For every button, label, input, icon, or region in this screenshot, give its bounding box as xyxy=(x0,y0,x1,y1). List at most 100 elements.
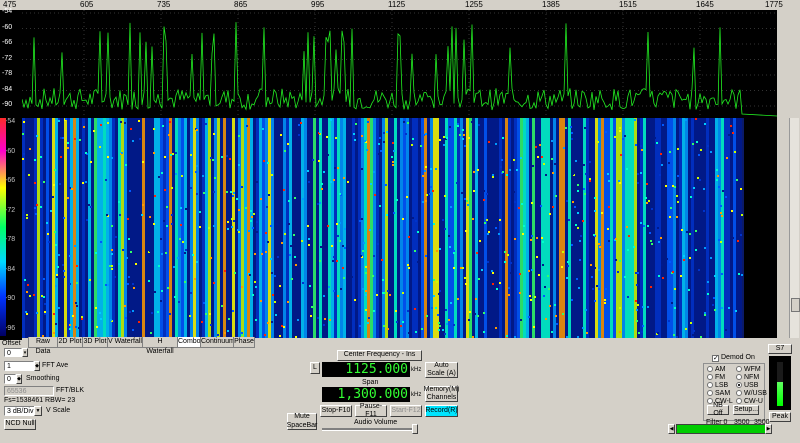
waterfall-speckle xyxy=(267,241,269,243)
waterfall-column xyxy=(418,118,421,338)
waterfall-speckle xyxy=(464,277,466,279)
waterfall-column xyxy=(535,118,538,338)
waterfall-column xyxy=(100,118,103,338)
mode-radio-cwl[interactable]: CW-L xyxy=(707,398,733,405)
s-meter-bar xyxy=(777,362,783,406)
waterfall-speckle xyxy=(34,182,36,184)
filter-left-arrow-icon[interactable]: ◀ xyxy=(668,424,675,434)
ncd-null-button[interactable]: NCD Null xyxy=(4,419,36,430)
waterfall-speckle xyxy=(280,145,282,147)
fft-ave-field[interactable]: 1 xyxy=(4,361,34,371)
setup-button[interactable]: Setup... xyxy=(733,405,759,415)
tab-v-waterfall[interactable]: V Waterfall xyxy=(107,337,143,348)
tab-h-waterfall[interactable]: H Waterfall xyxy=(142,337,178,355)
tab-phase[interactable]: Phase xyxy=(233,337,255,348)
waterfall-column xyxy=(184,118,187,338)
waterfall-column xyxy=(565,118,568,338)
tab-combo[interactable]: Combo xyxy=(177,337,201,348)
filter-right-arrow-icon[interactable]: ▶ xyxy=(765,424,772,434)
waterfall-speckle xyxy=(184,281,186,283)
waterfall-speckle xyxy=(25,311,27,313)
waterfall-speckle xyxy=(414,308,416,310)
waterfall-speckle xyxy=(58,254,60,256)
waterfall-speckle xyxy=(510,262,512,264)
tab-3d-plot[interactable]: 3D Plot xyxy=(82,337,108,348)
mode-radio-cwu[interactable]: CW-U xyxy=(736,398,763,405)
waterfall-speckle xyxy=(544,286,546,288)
waterfall-speckle xyxy=(562,313,564,315)
record-button[interactable]: Record(R) xyxy=(425,405,458,417)
waterfall-speckle xyxy=(365,266,367,268)
center-frequency-display[interactable]: 1125.000 xyxy=(322,362,410,377)
tab-2d-plot[interactable]: 2D Plot xyxy=(57,337,83,348)
waterfall-speckle xyxy=(555,315,557,317)
waterfall-speckle xyxy=(444,195,446,197)
audio-volume-track[interactable] xyxy=(322,428,418,431)
waterfall-column xyxy=(643,118,646,338)
mode-radio-am[interactable]: AM xyxy=(707,366,726,373)
radio-dot-icon xyxy=(707,398,713,404)
filter-bandwidth-bar[interactable] xyxy=(676,424,766,434)
waterfall-column xyxy=(43,118,46,338)
demod-on-checkbox[interactable]: ✓ Demod On xyxy=(712,354,755,362)
spectrum-plot[interactable] xyxy=(22,10,777,118)
tab-raw-data[interactable]: Raw Data xyxy=(28,337,58,355)
scrollbar-thumb[interactable] xyxy=(791,298,800,312)
waterfall-speckle xyxy=(293,234,295,236)
waterfall-speckle xyxy=(453,252,455,254)
mode-radio-wusb[interactable]: W/USB xyxy=(736,390,767,397)
tab-continuum[interactable]: Continuum xyxy=(200,337,235,348)
stop-button[interactable]: Stop-F10 xyxy=(320,405,352,417)
mode-radio-lsb[interactable]: LSB xyxy=(707,382,728,389)
waterfall-speckle xyxy=(692,334,694,336)
nb-off-button[interactable]: NB Off xyxy=(707,402,729,417)
waterfall-column xyxy=(205,118,208,338)
fft-blk-field[interactable]: 65536 xyxy=(4,386,54,396)
waterfall-speckle xyxy=(498,233,500,235)
waterfall-column xyxy=(475,118,478,338)
waterfall-display[interactable] xyxy=(22,118,777,338)
auto-scale-button[interactable]: Auto Scale (A) xyxy=(425,362,458,378)
mode-radio-wfm[interactable]: WFM xyxy=(736,366,761,373)
waterfall-column xyxy=(436,118,439,338)
pause-button[interactable]: Pause-F11 xyxy=(355,403,387,418)
center-frequency-button[interactable]: Center Frequency - Ins xyxy=(337,350,422,361)
smoothing-spin-icon[interactable]: ◆ xyxy=(16,374,22,384)
offset-spin-icon[interactable]: ▾ xyxy=(22,348,28,357)
waterfall-speckle xyxy=(624,276,626,278)
waterfall-speckle xyxy=(721,307,723,309)
waterfall-speckle xyxy=(361,218,363,220)
spectrum-trace-svg xyxy=(22,10,777,118)
waterfall-speckle xyxy=(185,208,187,210)
waterfall-speckle xyxy=(251,216,253,218)
start-button[interactable]: Start-F12 xyxy=(390,405,422,417)
waterfall-column xyxy=(241,118,244,338)
memory-channels-button[interactable]: Memory(M) Channels xyxy=(424,386,459,402)
mode-radio-fm[interactable]: FM xyxy=(707,374,725,381)
audio-volume-knob[interactable] xyxy=(412,424,418,434)
waterfall-speckle xyxy=(330,119,332,121)
offset-field[interactable]: 0 xyxy=(4,348,22,357)
waterfall-scrollbar[interactable] xyxy=(789,118,800,338)
smoothing-field[interactable]: 0 xyxy=(4,374,16,384)
waterfall-speckle xyxy=(337,235,339,237)
waterfall-speckle xyxy=(58,118,60,120)
mode-radio-sam[interactable]: SAM xyxy=(707,390,730,397)
l-button[interactable]: L xyxy=(310,362,320,374)
vscale-dropdown-icon[interactable]: ▼ xyxy=(34,406,42,416)
waterfall-column xyxy=(58,118,61,338)
waterfall-speckle xyxy=(234,272,236,274)
waterfall-speckle xyxy=(340,288,342,290)
waterfall-column xyxy=(433,118,436,338)
peak-button[interactable]: Peak xyxy=(769,412,791,422)
waterfall-speckle xyxy=(332,260,334,262)
waterfall-speckle xyxy=(647,225,649,227)
waterfall-speckle xyxy=(267,322,269,324)
waterfall-speckle xyxy=(307,134,309,136)
mode-radio-nfm[interactable]: NFM xyxy=(736,374,759,381)
mode-radio-usb[interactable]: USB xyxy=(736,382,758,389)
mute-button[interactable]: Mute SpaceBar xyxy=(287,413,317,430)
fft-ave-spin-icon[interactable]: ◆ xyxy=(34,361,40,371)
waterfall-speckle xyxy=(135,263,137,265)
span-display[interactable]: 1,300.000 xyxy=(322,387,410,402)
